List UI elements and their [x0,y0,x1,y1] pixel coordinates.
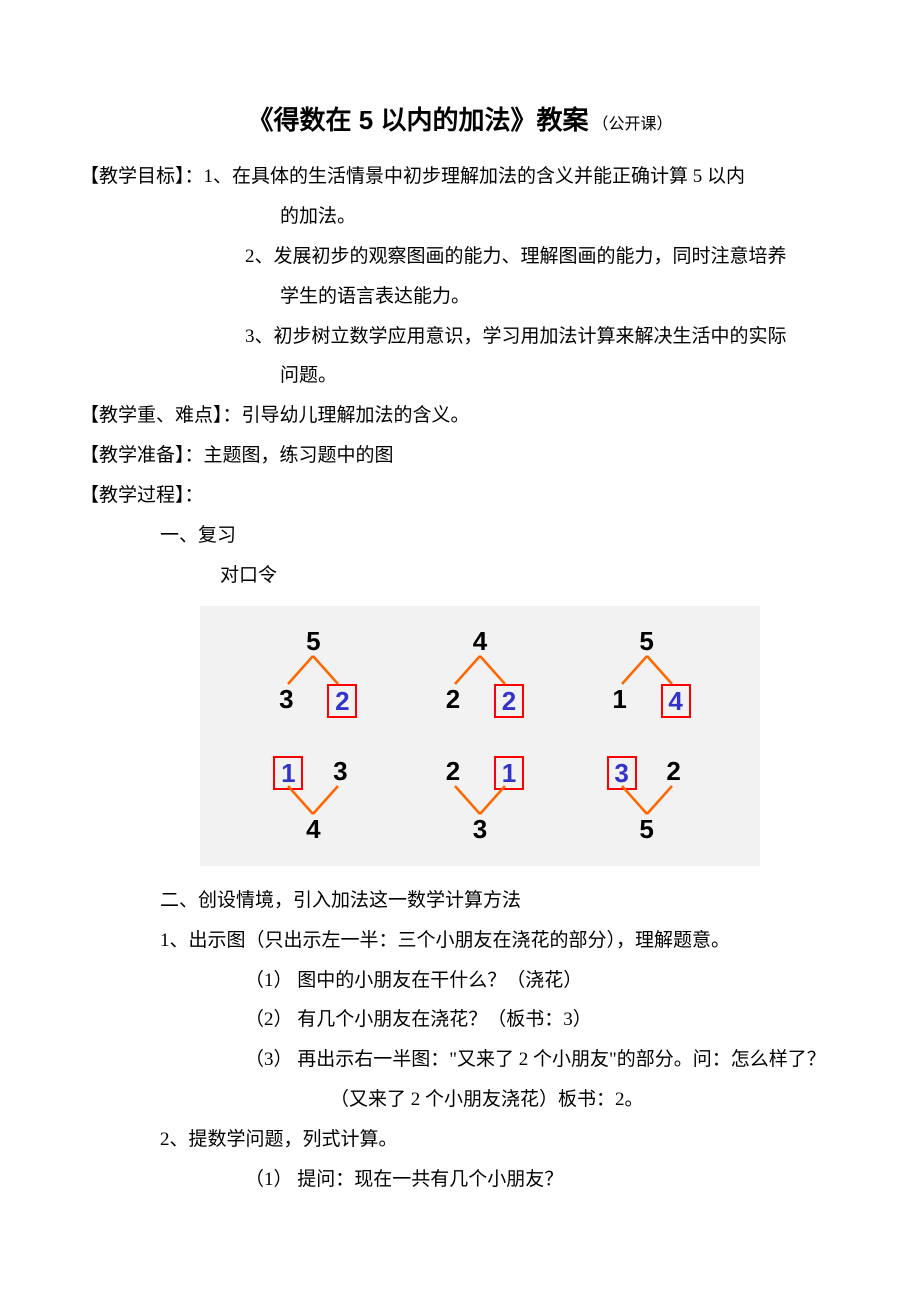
number-tree: 532 [253,626,373,716]
step1-sub3-cont: （又来了 2 个小朋友浇花）板书：2。 [80,1080,840,1120]
number-tree-diagram: 532 422 514 134 213 325 [200,606,760,866]
number-tree: 325 [587,756,707,846]
goals-line-1: 【教学目标】：1、在具体的生活情景中初步理解加法的含义并能正确计算 5 以内 [80,157,840,197]
goals-label: 【教学目标】： [80,166,204,187]
goals-line-3-cont: 问题。 [80,356,840,396]
review-sub: 对口令 [80,556,840,596]
number-tree: 134 [253,756,373,846]
step1-sub2: （2） 有几个小朋友在浇花？（板书：3） [80,1000,840,1040]
page-title: 《得数在 5 以内的加法》教案 （公开课） [80,100,840,137]
step1-text: 1、出示图（只出示左一半：三个小朋友在浇花的部分），理解题意。 [80,921,840,961]
number-tree: 422 [420,626,540,716]
title-sub: （公开课） [592,116,672,133]
goals-line-3: 3、初步树立数学应用意识，学习用加法计算来解决生活中的实际 [80,317,840,357]
diagram-row-1: 532 422 514 [230,626,730,716]
review-heading: 一、复习 [80,516,840,556]
prep-line: 【教学准备】：主题图，练习题中的图 [80,436,840,476]
number-tree: 213 [420,756,540,846]
goals-line-2-cont: 学生的语言表达能力。 [80,277,840,317]
keypoint-line: 【教学重、难点】：引导幼儿理解加法的含义。 [80,396,840,436]
process-label: 【教学过程】： [80,476,840,516]
goals-line-2: 2、发展初步的观察图画的能力、理解图画的能力，同时注意培养 [80,237,840,277]
number-tree: 514 [587,626,707,716]
step2-text: 2、提数学问题，列式计算。 [80,1120,840,1160]
step1-sub3: （3） 再出示右一半图："又来了 2 个小朋友"的部分。问：怎么样了？ [80,1040,840,1080]
step2-sub1: （1） 提问：现在一共有几个小朋友？ [80,1160,840,1200]
goals-line-1-cont: 的加法。 [80,197,840,237]
title-main: 《得数在 5 以内的加法》教案 [248,105,589,135]
diagram-row-2: 134 213 325 [230,756,730,846]
part2-heading: 二、创设情境，引入加法这一数学计算方法 [80,881,840,921]
step1-sub1: （1） 图中的小朋友在干什么？（浇花） [80,961,840,1001]
